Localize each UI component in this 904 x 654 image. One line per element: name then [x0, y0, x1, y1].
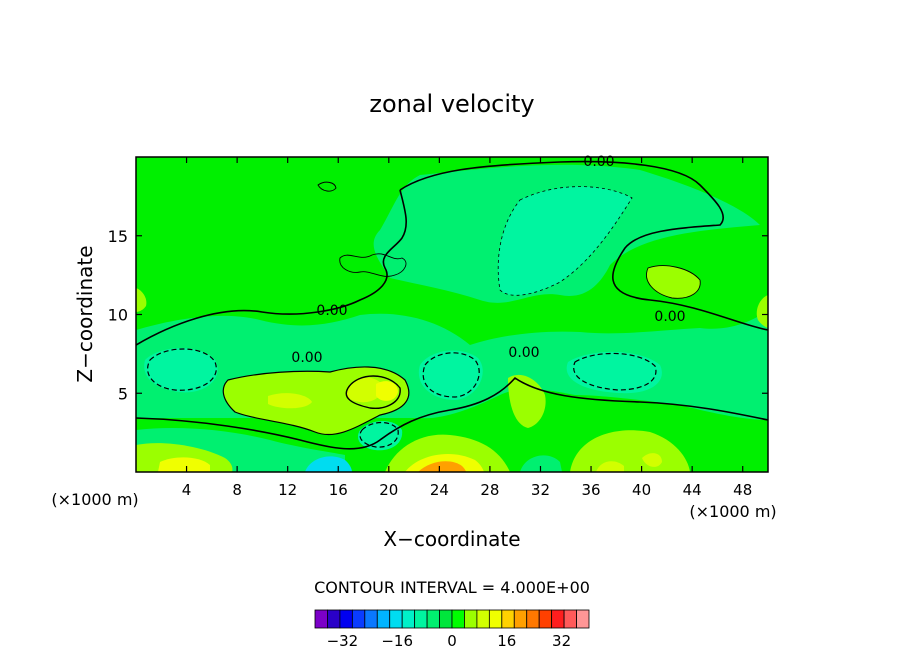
colorbar-swatch [389, 609, 403, 629]
contour-interval-label: CONTOUR INTERVAL = 4.000E+00 [314, 578, 590, 597]
zero-contour-upper [399, 160, 768, 331]
colorbar-swatch [351, 609, 366, 629]
contour-small-top [317, 181, 337, 192]
colorbar-tick-label: 32 [552, 632, 571, 650]
y-tick-label: 5 [118, 384, 128, 403]
bottom-core-orange-center [418, 461, 466, 472]
x-unit-left: (×1000 m) [51, 490, 138, 509]
solid-contour-positive-center [222, 366, 410, 436]
x-tick-label: 20 [379, 481, 398, 499]
y-tick-label: 15 [108, 227, 128, 246]
x-tick-label: 36 [581, 481, 600, 499]
bottom-core-yellow-left [158, 457, 210, 472]
contour-squiggle [339, 253, 407, 277]
contour-label: 0.00 [291, 350, 322, 366]
right-edge-positive [756, 295, 768, 328]
colorbar-swatch [314, 609, 328, 629]
x-tick-label: 12 [278, 481, 297, 499]
x-unit-right: (×1000 m) [689, 502, 776, 521]
colorbar-swatch [513, 609, 528, 629]
colorbar-swatch [401, 609, 416, 629]
chart-title: zonal velocity [369, 90, 534, 118]
colorbar-swatch [364, 609, 378, 629]
colorbar-swatch [526, 609, 540, 629]
x-tick-label: 48 [733, 481, 752, 499]
negative-core-left [144, 347, 218, 393]
x-tick-label: 44 [683, 481, 702, 499]
dashed-contour-right [573, 352, 657, 391]
colorbar-swatch [414, 609, 428, 629]
positive-core-center [268, 393, 312, 409]
zero-contour-bottom [136, 376, 768, 450]
contour-label: 0.00 [508, 345, 539, 361]
colorbar-tick-label: 16 [497, 632, 516, 650]
x-tick-label: 24 [430, 481, 449, 499]
dashed-contour-mid [422, 352, 480, 398]
x-tick-label: 28 [480, 481, 499, 499]
solid-contour-positive-core [345, 375, 401, 409]
colorbar-swatch [476, 609, 490, 629]
colorbar-swatch [327, 609, 341, 629]
colorbar-swatch [501, 609, 515, 629]
dashed-contour-left [147, 348, 217, 391]
contour-lines [136, 160, 768, 450]
zero-contour-lower [136, 189, 407, 346]
field-layer [136, 157, 768, 472]
colorbar-tick-label: −16 [381, 632, 413, 650]
colorbar-swatch [339, 609, 353, 629]
x-tick-label: 8 [232, 481, 242, 499]
contour-label: 0.00 [654, 309, 685, 325]
colorbar: −32 −16 0 16 32 [314, 609, 590, 650]
colorbar-swatch [451, 609, 465, 629]
colorbar-tick-label: −32 [327, 632, 359, 650]
colorbar-swatch [439, 609, 453, 629]
colorbar-tick-label: 0 [447, 632, 457, 650]
colorbar-swatch [464, 609, 478, 629]
colorbar-swatch [538, 609, 553, 629]
negative-band-upper-core [498, 186, 632, 296]
colorbar-swatch [376, 609, 391, 629]
left-edge-positive [136, 288, 147, 312]
colorbar-swatch [551, 609, 565, 629]
y-tick-label: 10 [108, 306, 128, 325]
colorbar-swatch [576, 609, 590, 629]
positive-core-bright [376, 381, 398, 401]
x-tick-label: 16 [329, 481, 348, 499]
colorbar-swatch [426, 609, 440, 629]
x-tick-label: 32 [531, 481, 550, 499]
contour-label-group: 0.00 0.00 0.00 0.00 0.00 [291, 154, 685, 366]
x-tick-label: 40 [632, 481, 651, 499]
bottom-cyan-blob [305, 456, 352, 472]
contour-right-blob [646, 265, 701, 299]
x-axis: 4 8 12 16 20 24 28 32 36 40 44 48 [182, 157, 752, 499]
contour-label: 0.00 [316, 303, 347, 319]
x-axis-label: X−coordinate [383, 527, 520, 551]
positive-blob-right [646, 265, 701, 299]
colorbar-swatch [488, 609, 503, 629]
colorbar-swatch [563, 609, 577, 629]
negative-blob-small [357, 421, 403, 451]
y-axis-label: Z−coordinate [73, 245, 97, 382]
bottom-negative-right [520, 455, 562, 472]
y-axis: 5 10 15 [108, 227, 768, 403]
negative-core-right [566, 351, 662, 394]
x-tick-label: 4 [182, 481, 192, 499]
bottom-core-yellow-right2 [642, 453, 662, 467]
thin-contour-upper [497, 186, 633, 296]
positive-core-small [345, 377, 383, 403]
bottom-core-yellow-right [596, 461, 624, 472]
negative-core-mid [418, 350, 483, 400]
